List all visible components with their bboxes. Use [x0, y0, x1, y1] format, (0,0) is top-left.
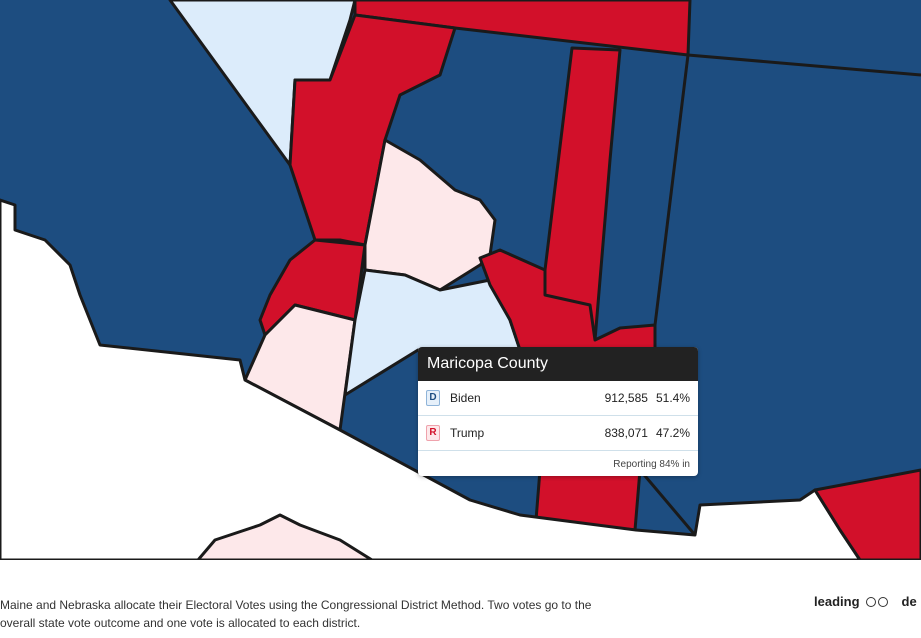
- legend-label: de: [901, 594, 917, 609]
- border: [638, 469, 697, 536]
- footnote-line: Maine and Nebraska allocate their Electo…: [0, 598, 592, 612]
- candidate-name: Trump: [450, 426, 485, 440]
- candidate-name: Biden: [450, 391, 481, 405]
- map: [0, 0, 921, 560]
- vote-percent: 51.4%: [655, 391, 690, 405]
- border: [687, 53, 921, 77]
- legend-swatch: [865, 596, 876, 607]
- vote-count: 838,071: [604, 426, 648, 440]
- tooltip: Maricopa County D Biden 912,585 51.4% R …: [418, 347, 698, 476]
- party-badge: D: [426, 390, 440, 406]
- vote-percent: 47.2%: [655, 426, 690, 440]
- footnote: Maine and Nebraska allocate their Electo…: [0, 596, 591, 632]
- county: [478, 248, 657, 352]
- county: [196, 513, 374, 560]
- county: [813, 468, 921, 560]
- candidate-row: R Trump 838,071 47.2%: [418, 416, 698, 451]
- candidate-row: D Biden 912,585 51.4%: [418, 381, 698, 416]
- legend: leading de: [814, 594, 917, 609]
- reporting: Reporting 84% in: [613, 459, 690, 470]
- border: [653, 54, 690, 326]
- legend-label: leading: [814, 594, 860, 609]
- county: [353, 0, 692, 57]
- tooltip-title: Maricopa County: [418, 347, 698, 381]
- party-badge: R: [426, 425, 440, 441]
- footnote-line: overall state vote outcome and one vote …: [0, 616, 361, 630]
- vote-count: 912,585: [604, 391, 648, 405]
- legend-swatch: [877, 596, 888, 607]
